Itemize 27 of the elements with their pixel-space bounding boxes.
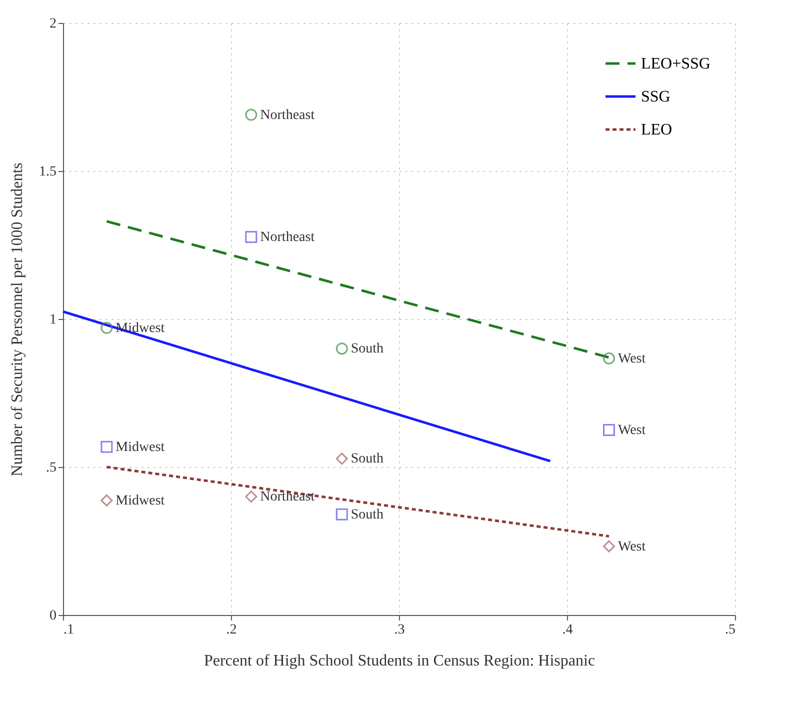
x-tick-label: .1 [64,622,74,638]
data-label: Northeast [260,490,315,505]
data-label: Midwest [116,440,165,455]
data-label: West [618,539,646,554]
x-tick-label: .5 [725,622,736,638]
data-label: Northeast [260,230,315,246]
y-tick-label: .5 [46,460,56,476]
y-tick-label: 0 [50,608,56,624]
y-tick-label: 2 [50,16,56,32]
x-axis-title: Percent of High School Students in Census Region: Hispanic [204,652,596,670]
data-label: Midwest [116,320,165,336]
y-axis-title: Number of Security Personnel per 1000 Students [9,162,26,476]
legend-label: SSG [641,88,671,106]
legend-label: LEO [641,122,672,138]
legend-label: LEO+SSG [641,56,711,72]
x-tick-label: .3 [394,622,405,638]
data-label: West [618,351,646,366]
data-label: South [350,342,384,357]
y-tick-label: 1 [50,312,56,328]
data-label: Midwest [116,493,165,508]
data-label: Northeast [260,108,315,123]
x-tick-label: .4 [562,622,573,638]
y-tick-label: 1.5 [39,164,56,180]
x-tick-label: .2 [226,622,237,638]
data-label: South [350,452,384,467]
data-label: South [350,507,384,522]
data-label: West [618,423,646,438]
